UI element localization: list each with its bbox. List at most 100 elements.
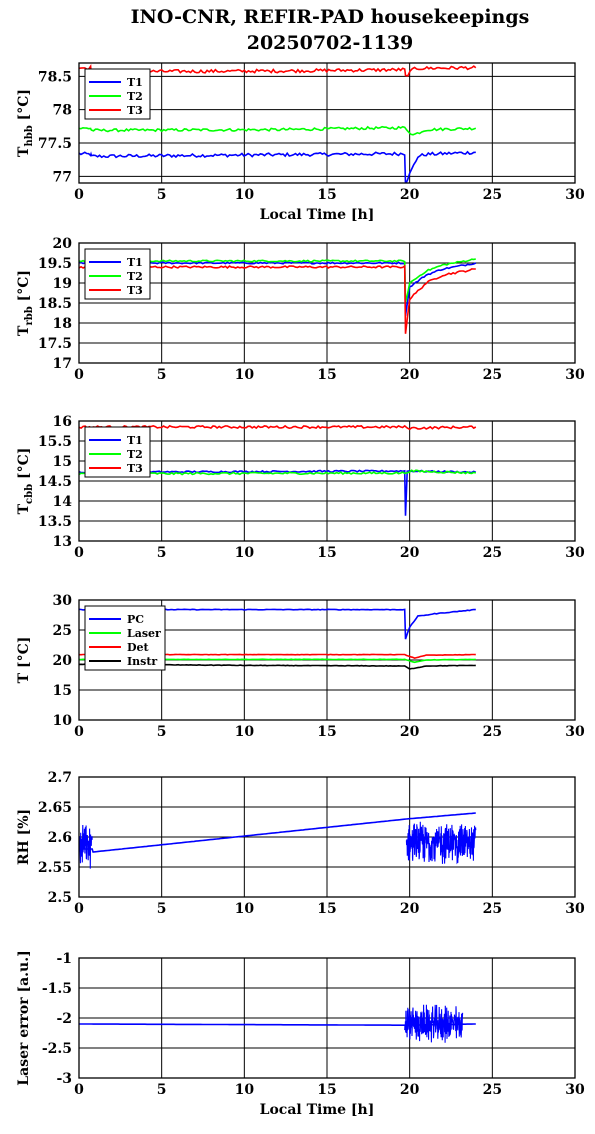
x-tick-label: 10 — [235, 367, 255, 383]
y-axis-label: Laser error [a.u.] — [16, 950, 32, 1085]
series-line-t1 — [79, 150, 476, 183]
series-line-t2 — [79, 125, 477, 136]
plot-frame — [78, 776, 576, 898]
x-tick-label: 15 — [317, 367, 336, 383]
y-tick-label: -1.5 — [42, 981, 72, 997]
legend-label: T3 — [127, 104, 143, 117]
plot-frame — [78, 62, 576, 184]
legend-label: T1 — [127, 256, 143, 269]
figure-title-line2: 20250702-1139 — [247, 32, 414, 54]
x-tick-label: 25 — [483, 901, 502, 917]
y-tick-label: 20 — [53, 236, 73, 252]
plot-frame — [78, 420, 576, 542]
y-tick-label: 19 — [53, 276, 72, 292]
series-line-t3 — [79, 424, 477, 431]
x-tick-label: 5 — [157, 724, 167, 740]
y-tick-label: 15 — [53, 683, 72, 699]
x-tick-label: 15 — [317, 545, 336, 561]
x-tick-label: 5 — [157, 901, 167, 917]
y-tick-label: 2.6 — [48, 830, 72, 846]
panel-tcbb: 0 5 10 15 20 25 30 13 13.5 14 14.5 15 15.5 16 Tcbb [°C… — [16, 414, 585, 561]
y-tick-label: 78 — [53, 103, 72, 119]
x-tick-label: 5 — [157, 1082, 167, 1098]
y-tick-label: 10 — [53, 713, 73, 729]
panels: 0 5 10 15 20 25 30 77 77.5 78 78.5 Local Time [h] Th… — [16, 62, 585, 1118]
x-tick-label: 10 — [235, 724, 255, 740]
x-axis-label: Local Time [h] — [260, 207, 375, 223]
x-tick-label: 30 — [565, 1082, 585, 1098]
y-axis-label: T [°C] — [16, 637, 32, 684]
x-tick-label: 10 — [235, 545, 255, 561]
y-tick-label: 14.5 — [38, 474, 72, 490]
x-tick-label: 5 — [157, 367, 167, 383]
plot-frame — [78, 242, 576, 364]
plot-frame — [78, 599, 576, 721]
panel-thbb: 0 5 10 15 20 25 30 77 77.5 78 78.5 Local Time [h] Th… — [16, 62, 585, 223]
panel-temps: 0 5 10 15 20 25 30 10 15 20 25 30 T [°C] PCLaserDetIn… — [16, 593, 585, 740]
legend-label: T1 — [127, 76, 143, 89]
y-tick-label: 20 — [53, 653, 73, 669]
x-tick-label: 15 — [317, 187, 336, 203]
legend-label: PC — [127, 613, 144, 626]
legend-label: T1 — [127, 434, 143, 447]
y-tick-label: 14 — [53, 494, 73, 510]
legend-label: Laser — [127, 627, 161, 640]
x-tick-label: 20 — [400, 187, 420, 203]
y-tick-label: 30 — [53, 593, 73, 609]
x-tick-label: 20 — [400, 1082, 420, 1098]
x-tick-label: 0 — [74, 724, 84, 740]
x-tick-label: 15 — [317, 1082, 336, 1098]
x-tick-label: 25 — [483, 545, 502, 561]
panel-laser: 0 5 10 15 20 25 30 -3 -2.5 -2 -1.5 -1 Local Time [h]… — [16, 950, 585, 1118]
x-tick-label: 15 — [317, 901, 336, 917]
y-tick-label: -2 — [56, 1011, 72, 1027]
x-tick-label: 20 — [400, 367, 420, 383]
x-tick-label: 0 — [74, 367, 84, 383]
y-tick-label: 2.65 — [38, 800, 72, 816]
y-tick-label: 77 — [53, 169, 72, 185]
x-tick-label: 25 — [483, 187, 502, 203]
y-tick-label: 13.5 — [38, 514, 72, 530]
legend-label: T2 — [127, 90, 143, 103]
series-burst — [405, 821, 477, 865]
x-tick-label: 30 — [565, 367, 585, 383]
x-tick-label: 5 — [157, 545, 167, 561]
series-burst — [79, 824, 93, 869]
y-tick-label: -2.5 — [42, 1041, 72, 1057]
x-tick-label: 25 — [483, 367, 502, 383]
y-tick-label: -3 — [56, 1071, 72, 1087]
x-tick-label: 0 — [74, 545, 84, 561]
x-tick-label: 30 — [565, 187, 585, 203]
y-axis-label: RH [%] — [16, 809, 32, 865]
x-tick-label: 30 — [565, 724, 585, 740]
y-tick-label: 2.7 — [48, 770, 72, 786]
y-tick-label: 19.5 — [38, 256, 72, 272]
legend-label: T2 — [127, 270, 143, 283]
x-tick-label: 25 — [483, 1082, 502, 1098]
x-tick-label: 30 — [565, 901, 585, 917]
x-tick-label: 15 — [317, 724, 336, 740]
y-tick-label: 15 — [53, 454, 72, 470]
x-tick-label: 5 — [157, 187, 167, 203]
y-axis-label: Thbb [°C] — [16, 89, 35, 157]
panel-rh: 0 5 10 15 20 25 30 2.5 2.55 2.6 2.65 2.7 RH [%] — [16, 770, 585, 917]
x-tick-label: 30 — [565, 545, 585, 561]
y-tick-label: 18 — [53, 316, 72, 332]
y-axis-label: Tcbb [°C] — [16, 448, 35, 515]
y-tick-label: 17.5 — [38, 336, 72, 352]
y-tick-label: 2.5 — [48, 890, 72, 906]
plot-frame — [78, 957, 576, 1079]
x-tick-label: 20 — [400, 901, 420, 917]
y-tick-label: 17 — [53, 356, 72, 372]
y-tick-label: 16 — [53, 414, 72, 430]
legend-box — [84, 605, 166, 671]
legend-label: T3 — [127, 462, 143, 475]
y-tick-label: -1 — [56, 951, 72, 967]
y-tick-label: 15.5 — [38, 434, 72, 450]
y-tick-label: 2.55 — [38, 860, 72, 876]
